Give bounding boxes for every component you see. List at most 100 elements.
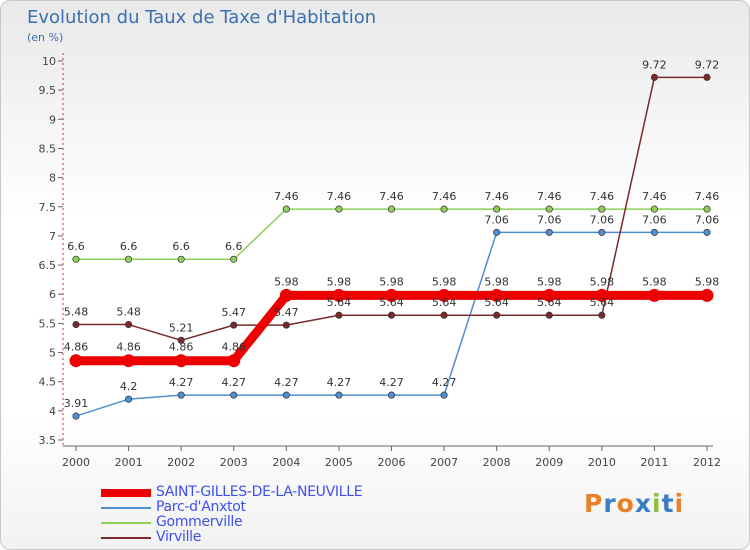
data-label: 5.64 [590, 296, 615, 309]
data-label: 6.6 [120, 240, 138, 253]
data-point [125, 255, 133, 263]
data-point [279, 288, 293, 302]
data-point [700, 288, 714, 302]
y-tick-label: 7.5 [39, 201, 57, 214]
data-point [437, 288, 451, 302]
y-tick-label: 10 [42, 55, 56, 68]
data-label: 5.98 [590, 275, 615, 288]
data-point [598, 205, 606, 213]
data-point [227, 354, 241, 368]
data-label: 5.47 [222, 306, 247, 319]
data-label: 5.48 [116, 306, 141, 319]
series-markers [69, 73, 714, 420]
data-label: 7.06 [695, 213, 720, 226]
data-point [72, 321, 80, 329]
data-point [230, 321, 238, 329]
legend-label: SAINT-GILLES-DE-LA-NEUVILLE [156, 484, 363, 500]
data-label: 7.06 [590, 213, 615, 226]
y-tick-label: 9.5 [39, 84, 57, 97]
data-point [545, 228, 553, 236]
data-point [385, 288, 398, 302]
x-tick-label: 2001 [115, 456, 143, 469]
data-point [703, 205, 711, 213]
data-point [647, 288, 661, 302]
data-point [174, 354, 188, 368]
data-label: 5.64 [484, 296, 509, 309]
data-label: 7.46 [642, 190, 667, 203]
logo-letter: i [674, 489, 685, 518]
data-labels: 4.86 4.86 4.86 4.86 5.98 5.98 5.98 5.98 5.98 5.98… [64, 58, 720, 410]
logo-letter: r [603, 489, 617, 518]
data-label: 7.46 [695, 190, 720, 203]
data-label: 9.72 [642, 58, 667, 71]
x-tick-label: 2003 [220, 456, 248, 469]
data-label: 5.64 [432, 296, 457, 309]
data-label: 4.27 [432, 376, 457, 389]
legend-swatch [101, 506, 151, 509]
data-label: 4.27 [169, 376, 194, 389]
data-point [440, 311, 448, 319]
x-tick-label: 2004 [272, 456, 300, 469]
x-tick-label: 2007 [430, 456, 458, 469]
legend-swatch [101, 521, 151, 524]
legend-label: Gommerville [156, 514, 243, 530]
data-label: 5.98 [695, 275, 720, 288]
data-point [282, 205, 290, 213]
data-point [335, 205, 343, 213]
y-tick-label: 4.5 [39, 376, 57, 389]
data-label: 5.98 [379, 275, 404, 288]
data-point [650, 73, 658, 81]
logo-letter: o [616, 489, 635, 518]
axes: 3.5 4 4.5 5 5.5 6 6.5 7 7.5 8 8.5 9 9.5 10 2000 2001 200… [39, 53, 721, 469]
data-point [598, 228, 606, 236]
data-point [335, 311, 343, 319]
data-point [703, 228, 711, 236]
data-label: 5.98 [537, 275, 562, 288]
data-label: 7.06 [642, 213, 667, 226]
data-label: 4.27 [274, 376, 299, 389]
y-tick-label: 8 [49, 172, 56, 185]
y-tick-label: 3.5 [39, 434, 57, 447]
data-point [703, 73, 711, 81]
data-point [650, 228, 658, 236]
x-tick-label: 2010 [588, 456, 616, 469]
y-tick-label: 6 [49, 288, 56, 301]
data-point [542, 288, 556, 302]
y-tick-label: 8.5 [39, 142, 57, 155]
data-label: 5.48 [64, 306, 89, 319]
data-label: 5.47 [274, 306, 299, 319]
data-label: 5.98 [327, 275, 352, 288]
data-label: 5.21 [169, 321, 194, 334]
data-point [440, 205, 448, 213]
data-label: 7.06 [484, 213, 509, 226]
data-point [282, 391, 290, 399]
data-point [282, 321, 290, 329]
x-tick-label: 2011 [640, 456, 668, 469]
data-point [230, 391, 238, 399]
data-point [595, 288, 609, 302]
data-point [125, 395, 133, 403]
data-label: 7.46 [590, 190, 615, 203]
data-point [69, 354, 83, 368]
data-point [493, 205, 501, 213]
data-label: 7.46 [484, 190, 509, 203]
x-tick-label: 2000 [62, 456, 90, 469]
x-tick-label: 2005 [325, 456, 353, 469]
data-point [335, 391, 343, 399]
data-point [598, 311, 606, 319]
data-point [545, 311, 553, 319]
logo-letter: t [661, 489, 675, 518]
y-tick-label: 6.5 [39, 259, 57, 272]
data-label: 5.64 [327, 296, 352, 309]
logo-letter: P [584, 489, 604, 518]
data-label: 6.6 [172, 240, 190, 253]
y-tick-label: 4 [49, 405, 56, 418]
data-label: 6.6 [67, 240, 85, 253]
data-label: 4.27 [222, 376, 247, 389]
data-point [72, 412, 80, 420]
data-point [490, 288, 504, 302]
legend-label: Parc-d'Anxtot [156, 499, 246, 515]
y-tick-label: 7 [49, 230, 56, 243]
